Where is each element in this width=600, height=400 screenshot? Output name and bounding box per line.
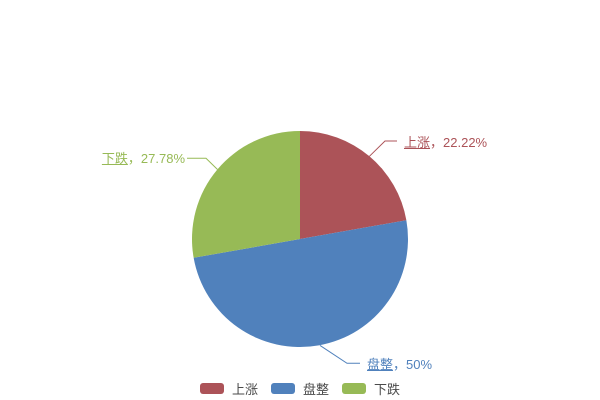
pie-slices (191, 131, 409, 348)
pie-slice-2[interactable] (193, 220, 409, 348)
legend-label-xiadie: 下跌 (374, 382, 401, 397)
pie-label-xiadie: 下跌，27.78% (102, 151, 185, 167)
leader-line-2 (319, 344, 360, 364)
legend-swatch-panzheng (270, 383, 295, 394)
legend-label-shangzhang: 上涨 (231, 382, 258, 397)
legend-label-panzheng: 盘整 (302, 382, 329, 397)
legend-item-xiadie[interactable]: 下跌 (342, 379, 400, 398)
pie-label-shangzhang-link[interactable]: 上涨 (404, 135, 431, 150)
legend-swatch-xiadie (342, 383, 366, 394)
leader-lines (187, 140, 397, 364)
leader-line-1 (369, 140, 397, 157)
legend: 上涨 盘整 下跌 (0, 379, 600, 398)
pie-label-shangzhang: 上涨，22.22% (404, 135, 487, 151)
leader-line-3 (187, 157, 218, 170)
pie-slice-1[interactable] (300, 131, 407, 239)
pie-slice-3[interactable] (191, 131, 300, 258)
legend-swatch-shangzhang (199, 383, 224, 394)
pie-label-panzheng-value: ，50% (393, 357, 433, 372)
pie-label-xiadie-value: ，27.78% (127, 151, 185, 166)
pie-label-panzheng-link[interactable]: 盘整 (367, 357, 394, 372)
pie-label-xiadie-link[interactable]: 下跌 (101, 151, 128, 166)
legend-item-shangzhang[interactable]: 上涨 (199, 379, 258, 398)
pie-label-shangzhang-value: ，22.22% (430, 135, 488, 150)
pie-label-panzheng: 盘整，50% (367, 357, 432, 373)
legend-item-panzheng[interactable]: 盘整 (270, 379, 329, 398)
